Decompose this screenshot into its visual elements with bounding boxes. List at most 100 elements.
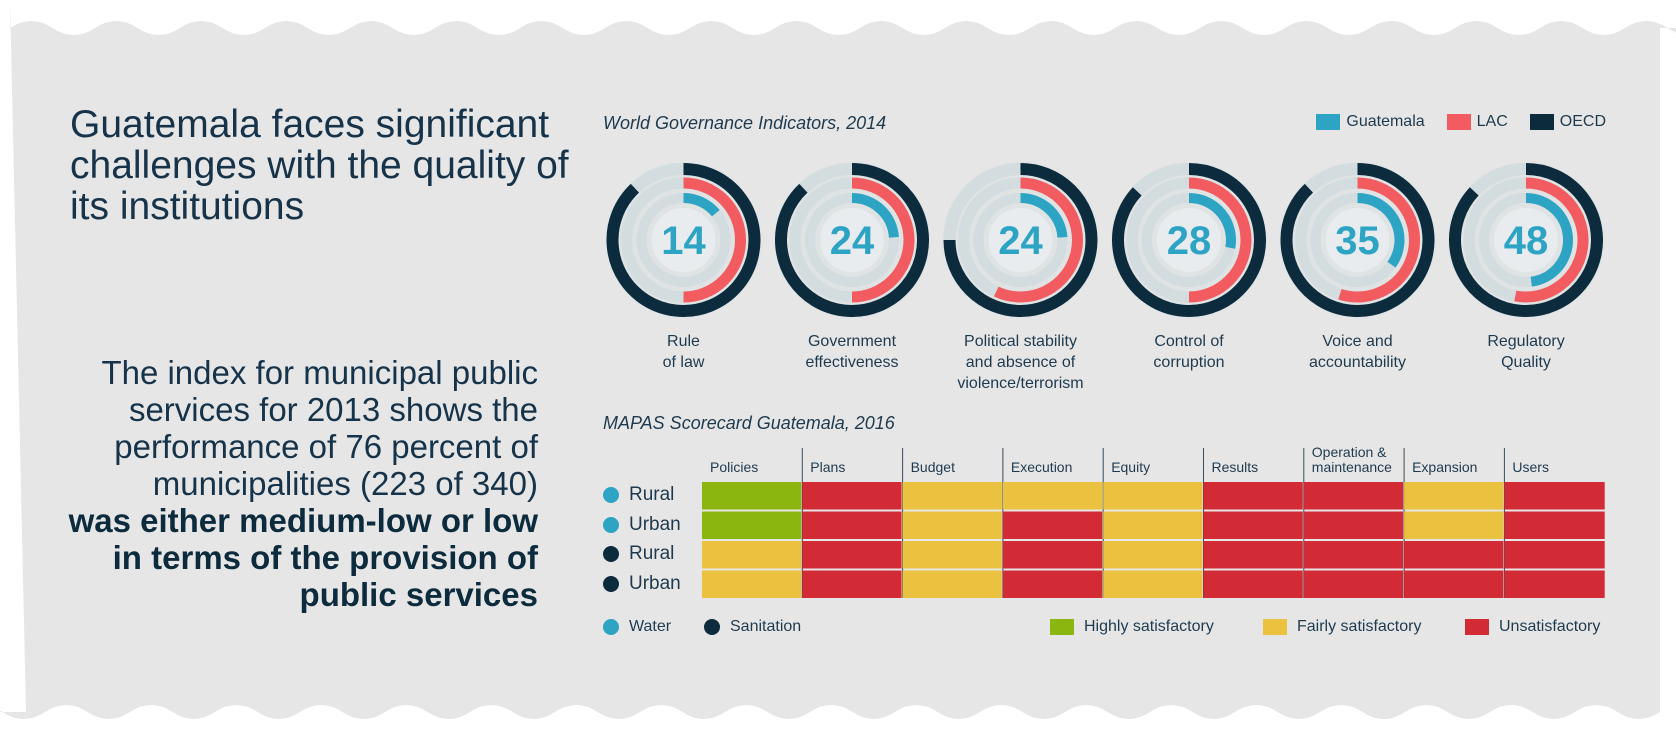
guatemala-arc	[1525, 193, 1573, 287]
scorecard-cell	[1002, 541, 1103, 569]
row-label-text: Rural	[629, 484, 675, 505]
row-label: Urban	[603, 514, 681, 536]
legend-unsat-label: Unsatisfactory	[1499, 618, 1601, 635]
headline: Guatemala faces significant challenges w…	[70, 103, 569, 228]
oecd-arc	[606, 163, 761, 317]
scorecard-cell	[1303, 482, 1404, 510]
scorecard-cell	[702, 511, 802, 539]
group-label-sanitation: Sanitation	[730, 618, 802, 635]
group-legend-water: Water	[603, 618, 671, 636]
lead-normal-text: The index for municipal public services …	[101, 354, 538, 502]
guatemala-arc	[683, 193, 720, 217]
scorecard-cell	[1504, 511, 1605, 539]
scorecard-cell	[802, 482, 902, 510]
wgi-chart-5: 48	[1448, 162, 1604, 318]
legend-label-oecd: OECD	[1559, 113, 1606, 130]
guatemala-value-label: 24	[830, 219, 875, 263]
chart-center	[988, 208, 1053, 272]
scorecard-heatmap: Policies Plans Budget Execution Equity Result…	[702, 444, 1605, 598]
wgi-chart-3: 28	[1111, 162, 1267, 318]
scorecard-cell	[1303, 511, 1404, 539]
legend-fairly-satisfactory: Fairly satisfactory	[1263, 618, 1421, 636]
legend-highly-label: Highly satisfactory	[1084, 618, 1214, 635]
legend-oecd: OECD	[1529, 113, 1606, 131]
guatemala-arc	[1357, 193, 1405, 268]
scorecard-cell	[1103, 541, 1203, 569]
wgi-legend: Guatemala LAC OECD	[1316, 113, 1606, 131]
group-label-water: Water	[629, 618, 672, 635]
wgi-chart-2: 24	[942, 162, 1099, 318]
scorecard-cell	[1103, 570, 1203, 598]
sanitation-dot-icon	[603, 546, 619, 562]
scorecard-cell	[1404, 541, 1504, 569]
scorecard-cell	[1504, 541, 1605, 569]
sanitation-dot-icon	[603, 575, 619, 592]
wgi-indicator-label: Control of corruption	[1153, 333, 1225, 371]
column-header: Execution	[1011, 459, 1072, 475]
fairly-swatch	[1263, 619, 1287, 635]
scorecard-cell	[902, 541, 1002, 569]
scorecard-cell	[1002, 511, 1103, 539]
scorecard-cell	[1303, 541, 1404, 569]
legend-guatemala: Guatemala	[1316, 113, 1425, 131]
guatemala-value-label: 48	[1504, 219, 1549, 263]
sanitation-dot-icon	[704, 619, 720, 635]
column-header: Equity	[1111, 459, 1150, 475]
scorecard-cell	[902, 570, 1002, 598]
lac-arc	[1338, 177, 1420, 303]
water-dot-icon	[603, 619, 619, 635]
wgi-chart-4: 35	[1279, 162, 1436, 318]
scorecard-cell	[702, 570, 802, 598]
guatemala-arc	[851, 193, 899, 238]
lac-arc	[993, 177, 1083, 303]
guatemala-arc	[1020, 193, 1068, 238]
wgi-radial-charts: 14 24 24 28 35 48	[605, 162, 1604, 318]
chart-center	[651, 208, 716, 272]
guatemala-value-label: 14	[661, 219, 706, 263]
guatemala-value-label: 35	[1335, 219, 1380, 263]
lac-arc	[851, 177, 915, 303]
wgi-chart-0: 14	[605, 162, 762, 318]
scorecard-cell	[802, 570, 902, 598]
scorecard-cell	[1103, 482, 1203, 510]
lead-bold-text: was either medium-low or low in terms of…	[68, 502, 538, 613]
water-dot-icon	[603, 516, 619, 533]
group-legend-sanitation: Sanitation	[704, 618, 801, 636]
guatemala-value-label: 24	[998, 219, 1043, 263]
chart-center	[820, 208, 884, 272]
legend-label-guatemala: Guatemala	[1346, 113, 1425, 130]
column-header: Policies	[710, 459, 758, 475]
oecd-arc	[1449, 163, 1603, 317]
column-header: Plans	[810, 459, 845, 475]
legend-label-lac: LAC	[1476, 113, 1508, 130]
lac-arc	[1188, 177, 1252, 303]
scorecard-cell	[1404, 511, 1504, 539]
oecd-arc	[943, 163, 1098, 317]
wgi-indicator-label: Rule of law	[662, 333, 705, 371]
background-panel	[0, 0, 1676, 719]
chart-center	[1494, 208, 1558, 272]
row-label-text: Rural	[629, 543, 675, 564]
scorecard-cell	[902, 482, 1002, 510]
wgi-indicator-label: Voice and accountability	[1309, 333, 1406, 371]
water-dot-icon	[603, 487, 619, 503]
wgi-indicator-label: Regulatory Quality	[1487, 333, 1565, 371]
legend-swatch-oecd	[1529, 114, 1554, 130]
scorecard-cell	[1203, 570, 1303, 598]
wgi-indicator-label: Government effectiveness	[805, 333, 899, 371]
column-header: Expansion	[1412, 459, 1477, 475]
scorecard-cell	[802, 541, 902, 569]
legend-swatch-lac	[1446, 114, 1471, 130]
legend-fairly-label: Fairly satisfactory	[1297, 618, 1422, 635]
chart-center	[1325, 208, 1390, 272]
legend-swatch-guatemala	[1316, 114, 1341, 130]
scorecard-cell	[1404, 570, 1504, 598]
scorecard-cell	[1103, 511, 1203, 539]
legend-unsatisfactory: Unsatisfactory	[1465, 618, 1600, 636]
wgi-indicator-label: Political stability and absence of violenc…	[957, 333, 1084, 392]
scorecard-cell	[702, 541, 802, 569]
legend-highly-satisfactory: Highly satisfactory	[1050, 618, 1214, 636]
oecd-arc	[1280, 163, 1435, 317]
scorecard-cell	[1002, 482, 1103, 510]
